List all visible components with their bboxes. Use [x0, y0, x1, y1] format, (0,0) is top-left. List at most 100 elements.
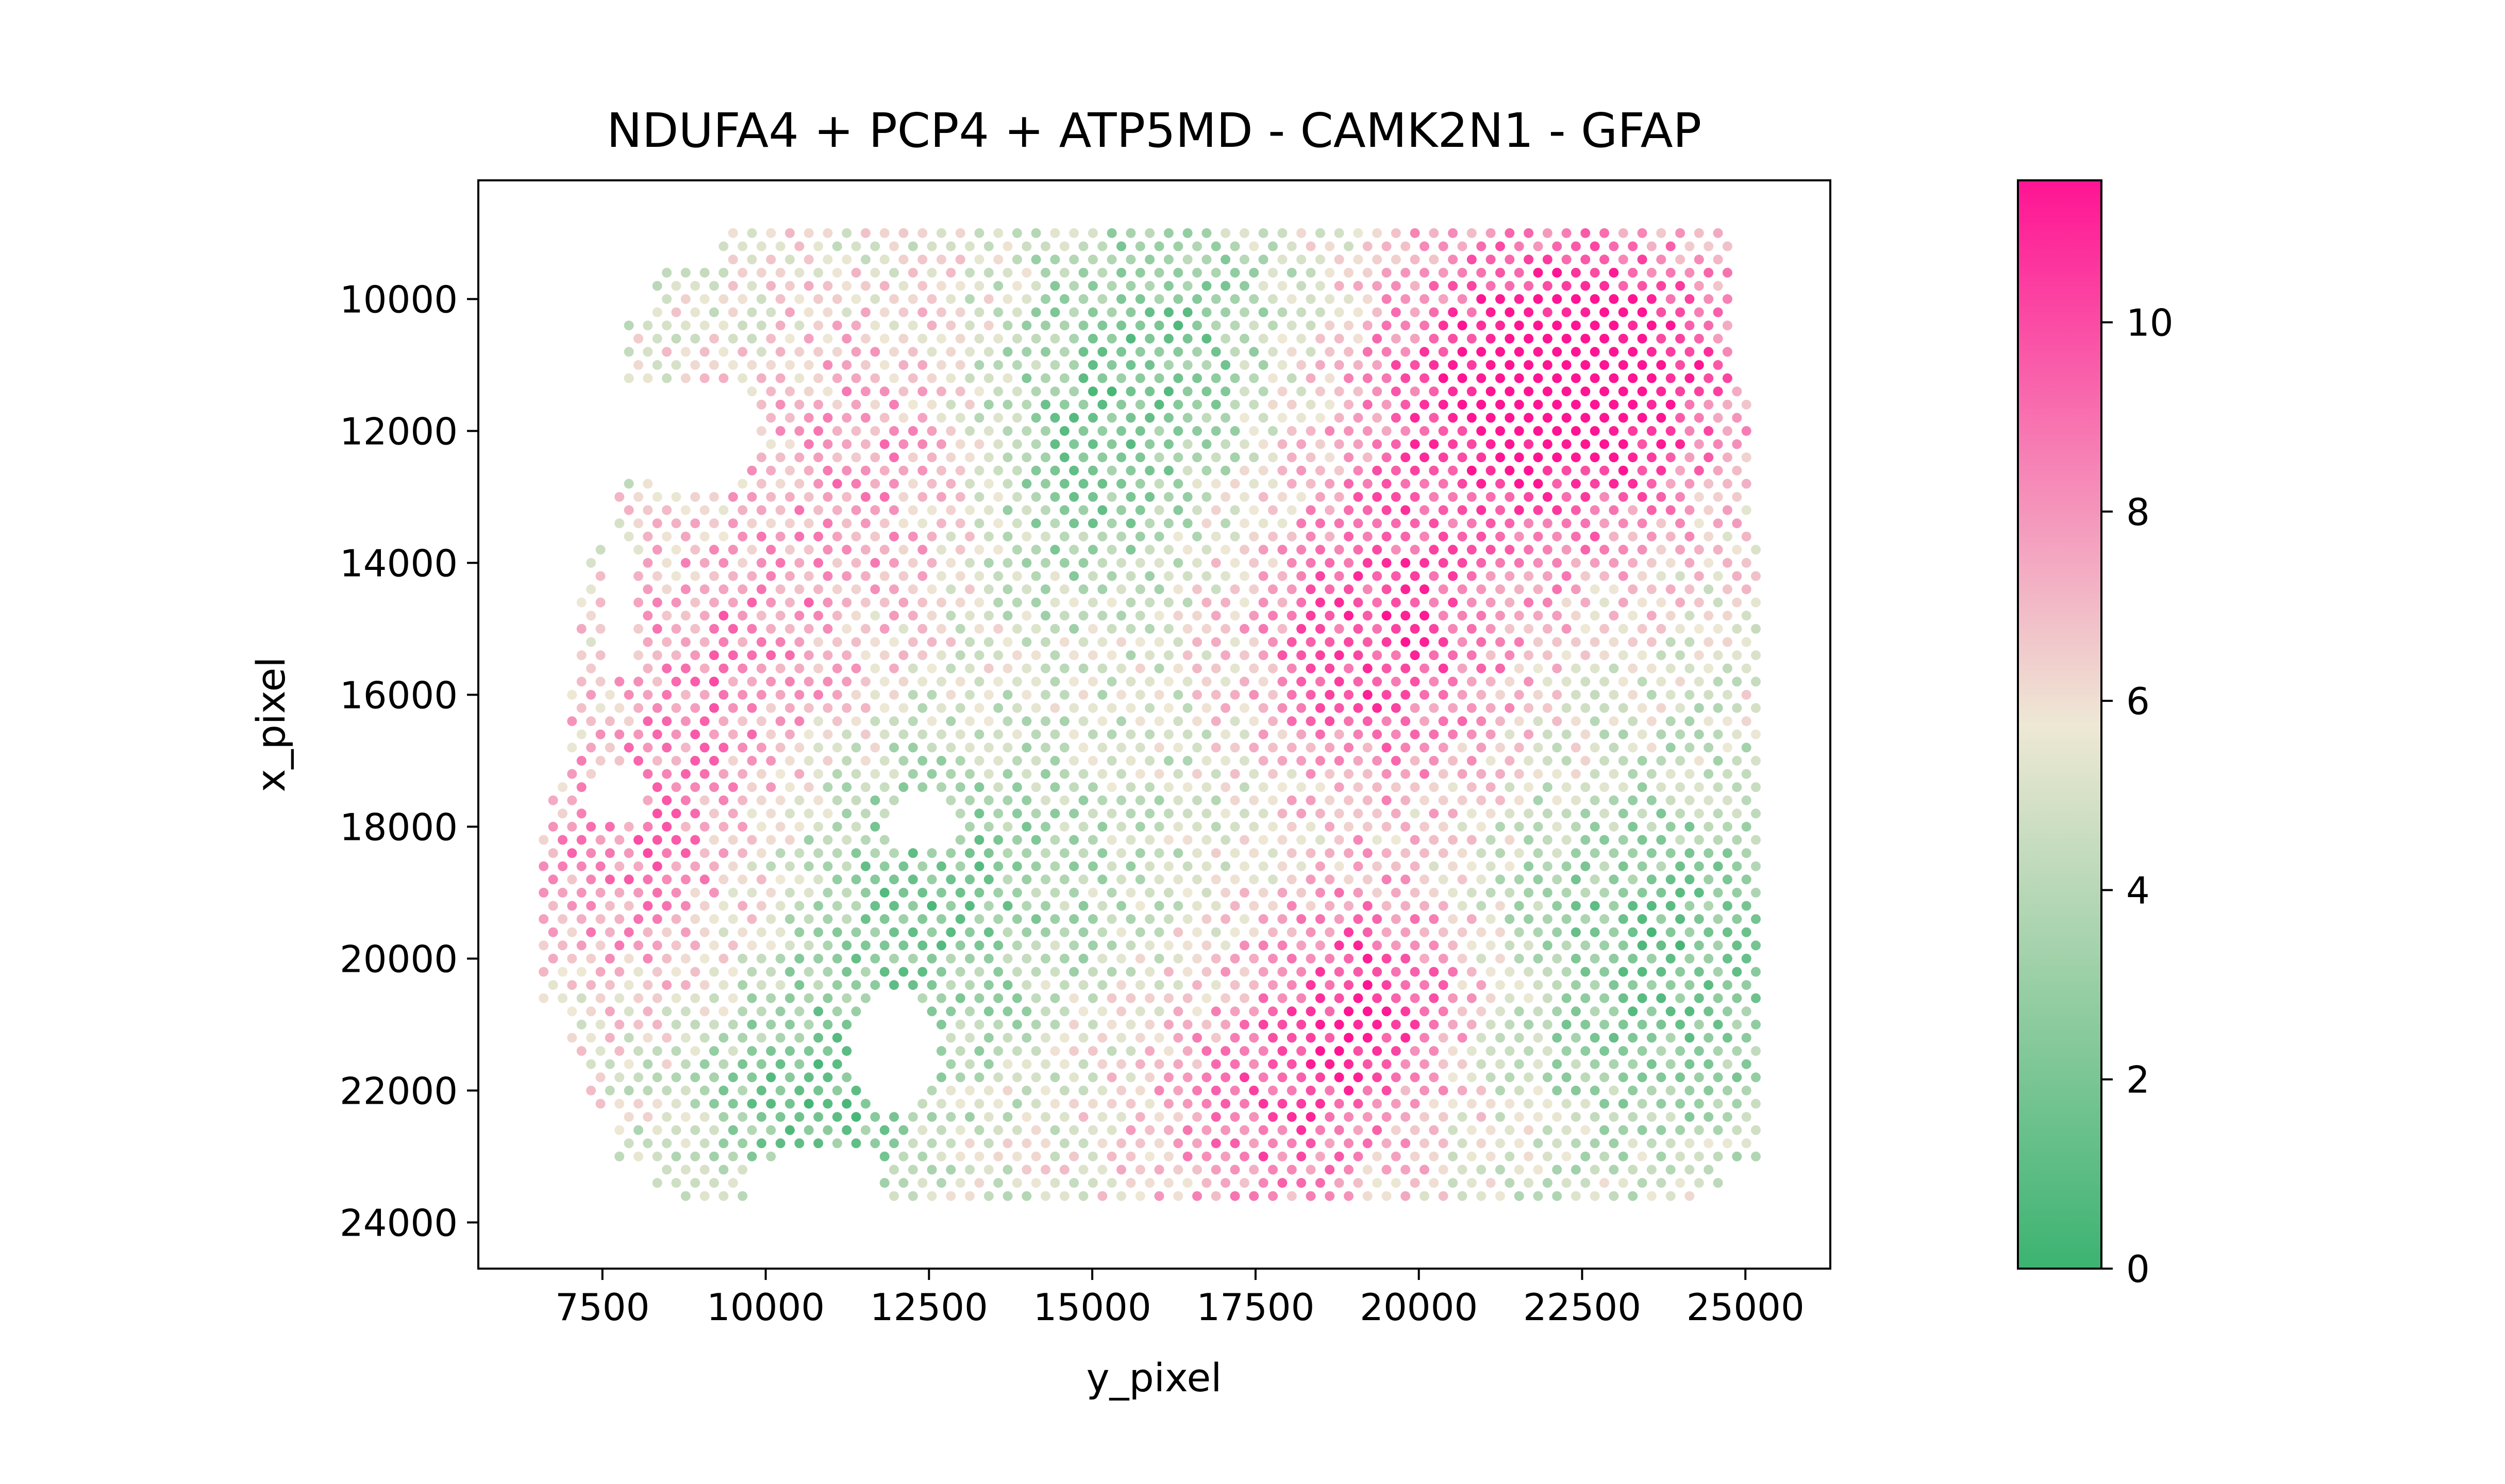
scatter-point: [1732, 861, 1742, 871]
scatter-point: [879, 255, 890, 265]
scatter-point: [1684, 874, 1695, 885]
scatter-point: [1599, 650, 1610, 661]
scatter-point: [1059, 531, 1070, 542]
scatter-point: [1533, 558, 1543, 568]
scatter-point: [1088, 571, 1098, 581]
scatter-point: [1069, 1151, 1079, 1161]
scatter-point: [832, 769, 842, 779]
scatter-point: [1391, 255, 1401, 265]
scatter-point: [1637, 967, 1647, 977]
scatter-point: [728, 1099, 738, 1109]
scatter-point: [983, 1112, 994, 1122]
scatter-point: [1135, 558, 1145, 568]
scatter-point: [974, 597, 984, 608]
scatter-point: [1476, 716, 1487, 727]
scatter-point: [1561, 755, 1572, 766]
scatter-point: [1542, 967, 1552, 977]
scatter-point: [1580, 808, 1591, 819]
scatter-point: [1751, 1125, 1761, 1135]
scatter-point: [1410, 281, 1420, 291]
scatter-point: [1524, 1125, 1534, 1135]
scatter-point: [728, 729, 738, 739]
scatter-point: [1315, 677, 1325, 687]
scatter-point: [1268, 1138, 1278, 1149]
scatter-point: [652, 492, 662, 502]
x-tick-label: 20000: [1360, 1286, 1478, 1329]
scatter-point: [974, 360, 984, 370]
scatter-point: [1135, 1112, 1145, 1122]
scatter-point: [832, 689, 842, 700]
scatter-point: [1362, 953, 1373, 964]
scatter-point: [1201, 677, 1212, 687]
scatter-point: [709, 1151, 719, 1161]
scatter-point: [586, 663, 596, 673]
scatter-point: [1154, 637, 1164, 647]
scatter-point: [1154, 505, 1164, 515]
scatter-point: [1400, 426, 1411, 436]
scatter-point: [633, 914, 643, 924]
scatter-point: [728, 914, 738, 924]
scatter-point: [908, 953, 918, 964]
scatter-point: [1163, 1099, 1174, 1109]
scatter-point: [1344, 373, 1354, 383]
scatter-point: [1315, 281, 1325, 291]
scatter-point: [1306, 294, 1316, 304]
scatter-point: [1552, 1191, 1562, 1201]
scatter-point: [1704, 663, 1714, 673]
scatter-point: [1088, 808, 1098, 819]
scatter-point: [1201, 1046, 1212, 1056]
colorbar-gradient: [2018, 180, 2101, 1269]
scatter-point: [1154, 953, 1164, 964]
scatter-point: [1249, 1006, 1259, 1017]
scatter-point: [1533, 399, 1543, 410]
scatter-point: [1325, 1112, 1335, 1122]
scatter-point: [832, 980, 842, 990]
scatter-point: [1135, 769, 1145, 779]
scatter-point: [662, 1138, 672, 1149]
x-tick-label: 17500: [1196, 1286, 1314, 1329]
scatter-point: [1353, 755, 1363, 766]
scatter-point: [1012, 677, 1022, 687]
scatter-point: [1533, 1165, 1543, 1175]
scatter-point: [1069, 1099, 1079, 1109]
scatter-point: [1694, 281, 1704, 291]
scatter-point: [775, 399, 786, 410]
scatter-point: [756, 743, 766, 753]
scatter-point: [1694, 492, 1704, 502]
scatter-point: [965, 953, 975, 964]
scatter-point: [794, 874, 805, 885]
scatter-point: [1221, 333, 1231, 344]
scatter-point: [1684, 479, 1695, 489]
scatter-point: [1561, 1072, 1572, 1083]
scatter-point: [652, 861, 662, 871]
scatter-point: [624, 1138, 634, 1149]
scatter-point: [832, 584, 842, 595]
scatter-point: [1391, 228, 1401, 238]
scatter-point: [1429, 623, 1439, 634]
scatter-point: [1258, 993, 1268, 1003]
scatter-point: [1675, 1046, 1685, 1056]
scatter-point: [1201, 545, 1212, 555]
scatter-point: [936, 386, 946, 397]
scatter-point: [946, 743, 956, 753]
scatter-point: [1637, 281, 1647, 291]
scatter-point: [1315, 307, 1325, 317]
scatter-point: [804, 413, 814, 423]
scatter-point: [832, 1138, 842, 1149]
scatter-point: [728, 597, 738, 608]
scatter-point: [1466, 650, 1477, 661]
scatter-point: [851, 1006, 861, 1017]
scatter-point: [652, 1072, 662, 1083]
scatter-point: [1466, 623, 1477, 634]
scatter-point: [927, 716, 937, 727]
scatter-point: [1704, 321, 1714, 331]
scatter-point: [1069, 439, 1079, 449]
scatter-point: [1590, 980, 1600, 990]
scatter-point: [756, 347, 766, 357]
scatter-point: [946, 769, 956, 779]
scatter-point: [832, 1006, 842, 1017]
scatter-point: [927, 901, 937, 911]
scatter-point: [1457, 795, 1467, 805]
scatter-point: [1287, 637, 1297, 647]
scatter-point: [804, 650, 814, 661]
